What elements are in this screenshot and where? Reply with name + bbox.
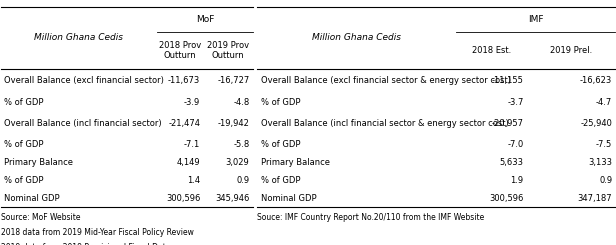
Text: 2018 data from 2019 Mid-Year Fiscal Policy Review: 2018 data from 2019 Mid-Year Fiscal Poli…: [1, 228, 193, 237]
Text: -4.8: -4.8: [233, 98, 249, 107]
Text: -4.7: -4.7: [596, 98, 612, 107]
Text: 1.9: 1.9: [511, 176, 524, 185]
Text: -16,623: -16,623: [580, 76, 612, 85]
Text: -3.7: -3.7: [507, 98, 524, 107]
Text: % of GDP: % of GDP: [261, 176, 300, 185]
Text: % of GDP: % of GDP: [261, 98, 300, 107]
Text: Overall Balance (excl financial sector & energy sector cost): Overall Balance (excl financial sector &…: [261, 76, 511, 85]
Text: -5.8: -5.8: [233, 140, 249, 149]
Text: Nominal GDP: Nominal GDP: [4, 194, 59, 203]
Text: Overall Balance (incl financial sector & energy sector cost): Overall Balance (incl financial sector &…: [261, 119, 508, 128]
Text: MoF: MoF: [196, 15, 214, 24]
Text: Primary Balance: Primary Balance: [261, 158, 330, 167]
Text: Primary Balance: Primary Balance: [4, 158, 73, 167]
Text: 3,133: 3,133: [588, 158, 612, 167]
Text: -7.1: -7.1: [184, 140, 200, 149]
Text: -7.5: -7.5: [596, 140, 612, 149]
Text: -19,942: -19,942: [217, 119, 249, 128]
Text: 0.9: 0.9: [237, 176, 249, 185]
Text: Million Ghana Cedis: Million Ghana Cedis: [312, 34, 401, 42]
Text: 2019 data from 2019 Provisional Fiscal Data: 2019 data from 2019 Provisional Fiscal D…: [1, 243, 170, 245]
Text: % of GDP: % of GDP: [4, 140, 43, 149]
Text: -11,155: -11,155: [492, 76, 524, 85]
Text: 300,596: 300,596: [489, 194, 524, 203]
Text: 4,149: 4,149: [177, 158, 200, 167]
Text: 300,596: 300,596: [166, 194, 200, 203]
Text: -11,673: -11,673: [168, 76, 200, 85]
Text: Souce: IMF Country Report No.20/110 from the IMF Website: Souce: IMF Country Report No.20/110 from…: [257, 213, 485, 222]
Text: 5,633: 5,633: [500, 158, 524, 167]
Text: -25,940: -25,940: [580, 119, 612, 128]
Text: 2018 Prov
Outturn: 2018 Prov Outturn: [159, 40, 201, 60]
Text: Source: MoF Website: Source: MoF Website: [1, 213, 80, 222]
Text: Overall Balance (incl financial sector): Overall Balance (incl financial sector): [4, 119, 161, 128]
Text: 0.9: 0.9: [599, 176, 612, 185]
Text: % of GDP: % of GDP: [261, 140, 300, 149]
Text: 1.4: 1.4: [187, 176, 200, 185]
Text: % of GDP: % of GDP: [4, 98, 43, 107]
Text: -16,727: -16,727: [217, 76, 249, 85]
Text: 3,029: 3,029: [225, 158, 249, 167]
Text: % of GDP: % of GDP: [4, 176, 43, 185]
Text: IMF: IMF: [528, 15, 543, 24]
Text: 345,946: 345,946: [215, 194, 249, 203]
Text: -3.9: -3.9: [184, 98, 200, 107]
Text: Overall Balance (excl financial sector): Overall Balance (excl financial sector): [4, 76, 164, 85]
Text: 347,187: 347,187: [578, 194, 612, 203]
Text: -20,957: -20,957: [492, 119, 524, 128]
Text: Million Ghana Cedis: Million Ghana Cedis: [34, 34, 123, 42]
Text: Nominal GDP: Nominal GDP: [261, 194, 316, 203]
Text: 2019 Prov
Outturn: 2019 Prov Outturn: [207, 40, 249, 60]
Text: -7.0: -7.0: [508, 140, 524, 149]
Text: 2019 Prel.: 2019 Prel.: [550, 46, 592, 55]
Text: 2018 Est.: 2018 Est.: [472, 46, 511, 55]
Text: -21,474: -21,474: [168, 119, 200, 128]
